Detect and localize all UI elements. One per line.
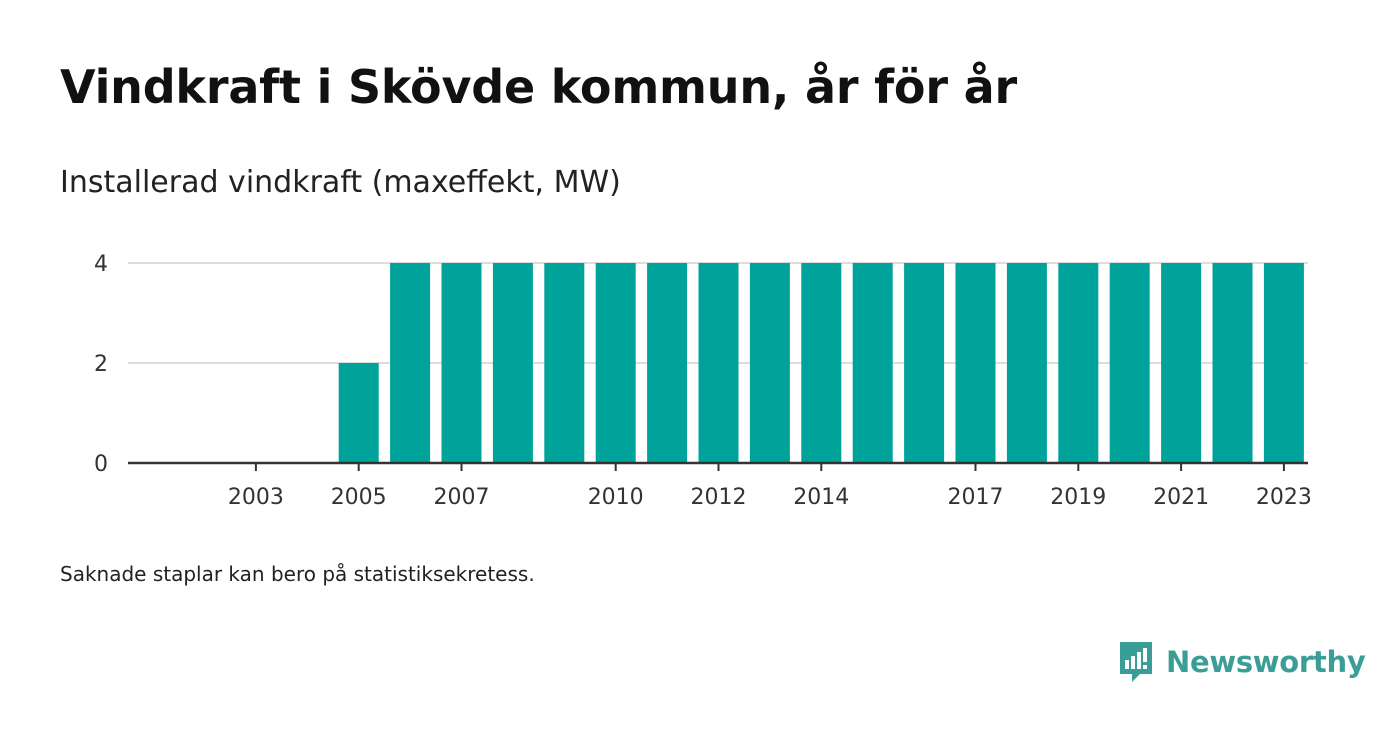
y-tick-label: 0	[94, 452, 108, 477]
x-tick-label: 2017	[948, 485, 1004, 510]
x-tick-label: 2010	[588, 485, 644, 510]
bar-2008	[492, 263, 533, 463]
bar-2022	[1212, 263, 1253, 463]
y-tick-label: 4	[94, 252, 108, 277]
bar-2018	[1006, 263, 1047, 463]
bar-2023	[1263, 263, 1304, 463]
bar-2011	[647, 263, 688, 463]
x-tick-label: 2023	[1256, 485, 1312, 510]
bar-2005	[338, 363, 379, 463]
x-tick-label: 2007	[434, 485, 490, 510]
footnote: Saknade staplar kan bero på statistiksek…	[60, 562, 535, 586]
bar-2010	[595, 263, 636, 463]
x-tick-label: 2021	[1153, 485, 1209, 510]
bar-2009	[544, 263, 585, 463]
bar-2017	[955, 263, 996, 463]
brand-name: Newsworthy	[1166, 645, 1366, 679]
newsworthy-logo-icon	[1120, 642, 1152, 682]
bar-2007	[441, 263, 482, 463]
bar-2006	[390, 263, 431, 463]
bar-2021	[1161, 263, 1202, 463]
x-tick-label: 2019	[1050, 485, 1106, 510]
bar-2012	[698, 263, 739, 463]
x-tick-label: 2012	[691, 485, 747, 510]
brand: Newsworthy	[1118, 640, 1366, 684]
chart-subtitle: Installerad vindkraft (maxeffekt, MW)	[60, 165, 621, 200]
chart-title: Vindkraft i Skövde kommun, år för år	[60, 60, 1017, 114]
bar-2013	[749, 263, 790, 463]
bar-2016	[904, 263, 945, 463]
x-tick-label: 2014	[793, 485, 849, 510]
bar-2015	[852, 263, 893, 463]
bar-2014	[801, 263, 842, 463]
y-tick-label: 2	[94, 352, 108, 377]
x-tick-label: 2003	[228, 485, 284, 510]
bar-2019	[1058, 263, 1099, 463]
bar-2020	[1109, 263, 1150, 463]
x-tick-label: 2005	[331, 485, 387, 510]
